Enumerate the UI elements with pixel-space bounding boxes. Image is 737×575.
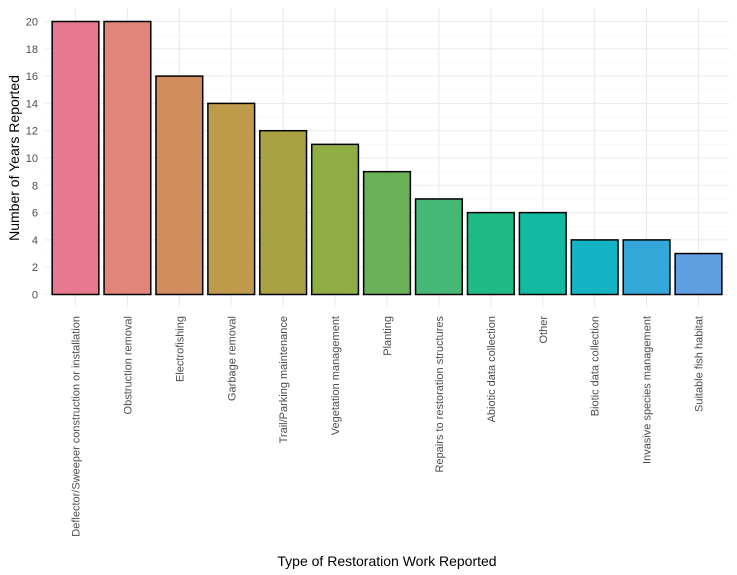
bars bbox=[51, 20, 723, 296]
x-axis-ticks: Deflector/Sweeper construction or instal… bbox=[71, 316, 706, 537]
y-tick-label: 2 bbox=[32, 262, 38, 274]
x-tick-label: Suitable fish habitat bbox=[694, 316, 706, 412]
y-tick-label: 0 bbox=[32, 290, 38, 302]
y-axis-ticks: 0 2 4 6 8 10 12 14 16 18 20 bbox=[26, 17, 38, 302]
bar bbox=[414, 198, 464, 296]
y-tick-label: 8 bbox=[32, 180, 38, 192]
y-tick-label: 10 bbox=[26, 153, 38, 165]
x-tick-label: Biotic data collection bbox=[590, 316, 602, 416]
x-tick-label: Other bbox=[538, 316, 550, 344]
bar bbox=[207, 102, 256, 296]
x-tick-label: Garbage removal bbox=[226, 316, 238, 401]
x-tick-label: Repairs to restoration structures bbox=[434, 316, 446, 473]
y-tick-label: 18 bbox=[26, 44, 38, 56]
x-tick-label: Deflector/Sweeper construction or instal… bbox=[71, 316, 83, 537]
x-tick-label: Vegetation management bbox=[330, 316, 342, 435]
bar bbox=[466, 211, 515, 296]
bar bbox=[51, 20, 100, 296]
x-tick-label: Invasive species management bbox=[642, 316, 654, 464]
y-tick-label: 6 bbox=[32, 208, 38, 220]
x-tick-label: Electrofishing bbox=[174, 316, 186, 382]
y-axis-title: Number of Years Reported bbox=[6, 75, 22, 241]
bar bbox=[674, 252, 723, 296]
y-tick-label: 14 bbox=[26, 98, 38, 110]
y-tick-label: 16 bbox=[26, 71, 38, 83]
bar bbox=[362, 170, 412, 296]
x-tick-label: Planting bbox=[382, 316, 394, 356]
x-axis-title: Type of Restoration Work Reported bbox=[277, 553, 496, 569]
bar bbox=[155, 75, 204, 296]
bar bbox=[518, 211, 567, 296]
bar bbox=[259, 129, 308, 296]
bar bbox=[310, 143, 360, 296]
x-tick-label: Abiotic data collection bbox=[486, 316, 498, 422]
y-tick-label: 12 bbox=[26, 126, 38, 138]
y-tick-label: 20 bbox=[26, 17, 38, 29]
x-tick-label: Trail/Parking maintenance bbox=[278, 316, 290, 443]
y-tick-label: 4 bbox=[32, 235, 38, 247]
bar bbox=[570, 239, 619, 296]
x-tick-label: Obstruction removal bbox=[122, 316, 134, 414]
bar bbox=[622, 239, 671, 296]
bar bbox=[103, 20, 152, 296]
